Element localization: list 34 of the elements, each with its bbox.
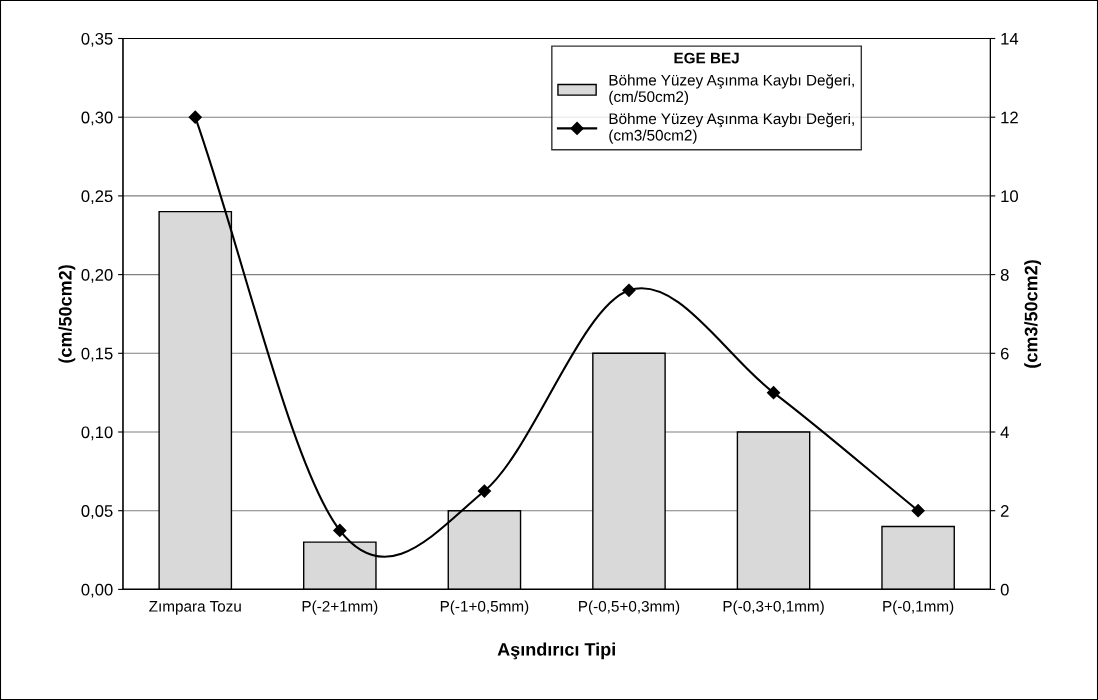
y2-tick-label: 8 (1000, 269, 1009, 281)
y-tick-label: 0,20 (81, 269, 113, 283)
y-tick-label: 0,05 (81, 505, 113, 519)
x-tick-label: Zımpara Tozu (149, 601, 241, 615)
x-tick-label: P(-2+1mm) (302, 600, 378, 615)
x-tick-label: P(-0,5+0,3mm) (579, 600, 680, 615)
x-tick-label: P(-1+0,5mm) (440, 600, 529, 615)
legend-label: Böhme Yüzey Aşınma Kaybı Değeri, (cm3/50cm2) (609, 112, 854, 144)
y2-tick-label: 4 (1000, 426, 1009, 439)
y-tick-label: 0,00 (81, 583, 113, 598)
y-axis-title: (cm/50cm2) (58, 265, 76, 363)
y2-tick-label: 6 (1000, 347, 1009, 360)
point (622, 283, 636, 297)
legend-title: EGE BEJ (674, 52, 739, 64)
y-tick-label: 0,35 (81, 32, 113, 47)
y-tick-label: 0,10 (81, 426, 113, 441)
y2-tick-label: 14 (1001, 33, 1019, 45)
y2-axis-title: (cm3/50cm2) (1024, 260, 1042, 368)
x-axis-title: Aşındırıcı Tipi (497, 642, 615, 660)
y2-tick-label: 2 (1000, 505, 1009, 517)
point (333, 523, 347, 537)
point (188, 110, 202, 124)
y-tick-label: 0,30 (81, 111, 113, 126)
legend-label: Böhme Yüzey Aşınma Kaybı Değeri, (cm/50cm2) (609, 74, 854, 106)
y-tick-label: 0,25 (81, 190, 113, 205)
point (477, 484, 491, 498)
y-tick-label: 0,15 (81, 347, 113, 362)
point (766, 386, 781, 400)
x-tick-label: P(-0,1mm) (883, 600, 954, 615)
y2-tick-label: 10 (1001, 190, 1018, 203)
x-tick-label: P(-0,3+0,1mm) (723, 600, 824, 615)
y2-tick-label: 0 (1000, 583, 1009, 596)
point (911, 504, 925, 518)
y2-tick-label: 12 (1001, 111, 1018, 124)
